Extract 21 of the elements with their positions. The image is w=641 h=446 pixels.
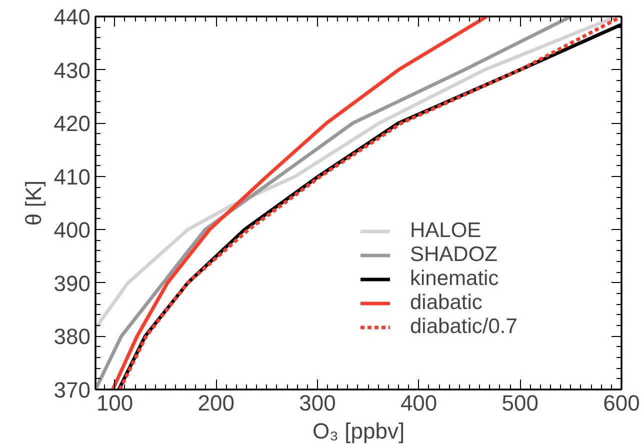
y-tick-label: 410 — [54, 164, 91, 190]
x-axis-title: O₃ [ppbv] — [312, 418, 405, 444]
y-tick-label: 390 — [54, 270, 91, 296]
legend-label: diabatic/0.7 — [410, 315, 518, 339]
legend-label: diabatic — [410, 291, 482, 315]
legend-label: HALOE — [410, 219, 482, 243]
x-tick-label: 100 — [96, 390, 134, 416]
x-tick-label: 400 — [400, 390, 438, 416]
x-tick-label: 200 — [198, 390, 234, 416]
y-tick-label: 430 — [54, 58, 91, 83]
y-tick-label: 440 — [54, 4, 91, 30]
y-tick-label: 420 — [54, 111, 91, 136]
x-tick-label: 600 — [603, 390, 640, 416]
y-tick-label: 400 — [54, 218, 91, 243]
x-tick-label: 300 — [299, 390, 336, 416]
y-tick-label: 370 — [54, 378, 91, 402]
legend-label: SHADOZ — [410, 243, 498, 267]
x-tick-label: 500 — [502, 390, 539, 416]
y-axis-title: θ [K] — [20, 180, 46, 226]
legend-label: kinematic — [410, 267, 499, 291]
y-tick-label: 380 — [54, 324, 91, 350]
